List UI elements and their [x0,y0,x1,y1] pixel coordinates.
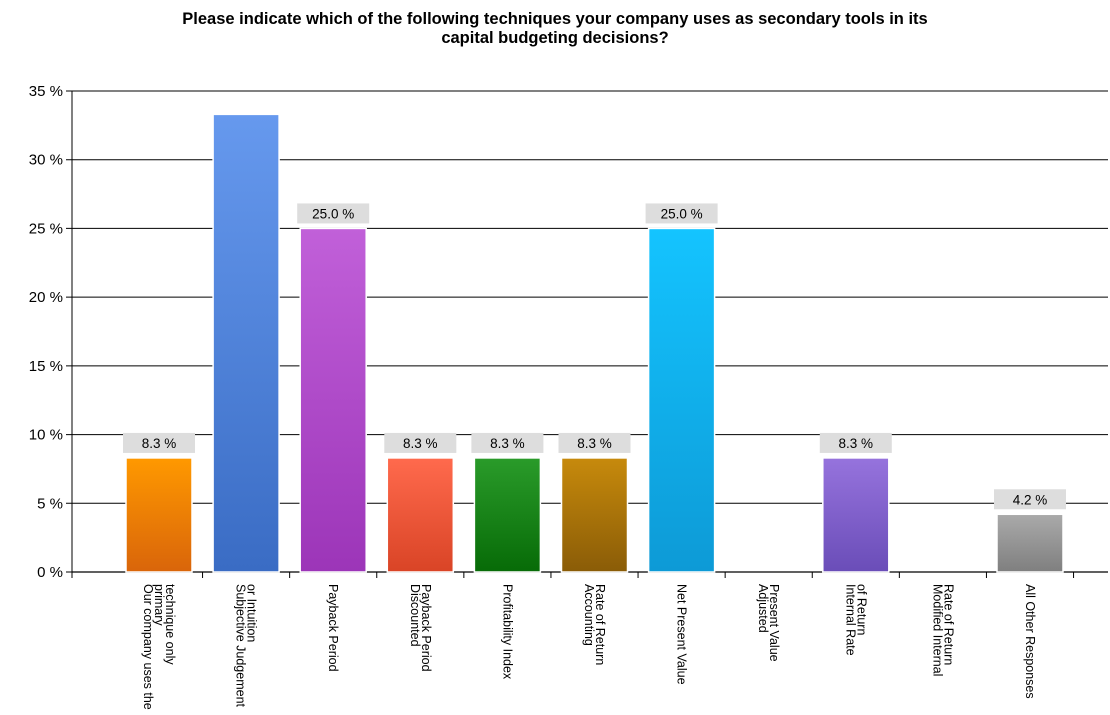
bar [212,113,280,573]
x-category-label: Profitability Index [500,584,514,680]
x-category-label-line: Net Present Value [675,584,689,685]
bar [996,513,1064,573]
x-category-label-line: Profitability Index [500,584,514,680]
data-label-background [297,203,370,224]
y-tick-label: 5 % [37,495,63,512]
x-category-label-line: primary [152,584,166,626]
x-category-label-line: technique only [163,584,177,665]
y-tick-label: 25 % [29,220,63,237]
bar [822,457,890,573]
x-category-label-line: Our company uses the [141,584,155,710]
chart-title-line-2: capital budgeting decisions? [441,29,669,47]
x-category-label-line: Modified Internal [930,584,944,676]
x-category-label-line: Rate of Return [593,584,607,665]
chart-title-line-1: Please indicate which of the following t… [182,10,928,28]
x-category-label-line: or Intuition [245,584,259,642]
data-label-background [558,432,631,453]
y-tick-label: 15 % [29,358,63,375]
x-category-label-line: Adjusted [756,584,770,633]
data-label: 8.3 % [490,436,525,451]
x-category-label-line: of Return [854,584,868,635]
data-label-background [994,489,1066,510]
y-tick-label: 10 % [29,427,63,444]
x-category-label: Net Present Value [675,584,689,685]
data-label: 8.3 % [577,436,612,451]
x-category-label-line: Discounted [408,584,422,647]
data-label: 8.3 % [403,436,438,451]
x-category-label-line: Present Value [767,584,781,662]
y-tick-label: 35 % [29,83,63,100]
x-category-label-line: Internal Rate [843,584,857,656]
bar [560,457,629,573]
bar [125,457,193,573]
x-category-label-line: Subjective Judgement [234,584,248,708]
x-category-label-line: Rate of Return [941,584,955,665]
data-label-background [819,432,892,453]
y-axis: 0 % 5 % 10 % 15 % 20 % 25 % 30 % 35 % [29,83,73,581]
data-labels: 8.3 % 25.0 % 8.3 % 8.3 % 8.3 % 25.0 % 8.3 % 4.2… [123,203,1066,510]
data-label: 8.3 % [142,436,177,451]
bar [473,457,542,573]
y-tick-label: 20 % [29,289,63,306]
data-label-background [645,203,718,224]
bars [125,113,1064,573]
data-label-background [471,432,544,453]
x-category-label-line: Payback Period [326,584,340,672]
data-label: 25.0 % [661,206,703,221]
data-label: 4.2 % [1013,492,1048,507]
bar [647,227,716,573]
data-label: 8.3 % [839,436,874,451]
x-category-label: All Other Responses [1023,584,1037,699]
bar [299,227,367,573]
y-tick-label: 30 % [29,152,63,169]
y-tick-label: 0 % [37,564,63,581]
x-category-label-line: Accounting [582,584,596,646]
x-category-label-line: Payback Period [419,584,433,672]
chart-title: Please indicate which of the following t… [0,10,1110,48]
x-category-label: Payback Period [326,584,340,672]
bar [386,457,455,573]
data-label-background [384,432,457,453]
x-category-label-line: All Other Responses [1023,584,1037,699]
data-label: 25.0 % [312,206,354,221]
data-label-background [123,432,195,453]
